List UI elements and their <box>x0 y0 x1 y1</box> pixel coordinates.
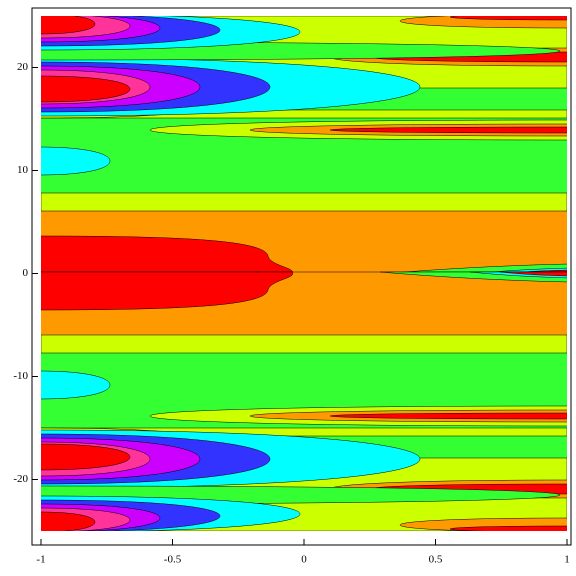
plot-frame <box>31 7 572 546</box>
contour-region <box>41 271 294 311</box>
contour-region <box>41 75 131 103</box>
y-tick-label: 0 <box>23 267 29 279</box>
contour-upper <box>41 16 567 275</box>
contour-lower <box>41 271 567 531</box>
contour-region <box>41 370 111 400</box>
y-tick-label: -20 <box>13 473 28 485</box>
y-tick-label: -10 <box>13 370 28 382</box>
axes: -20 -10 0 10 20 -1 -0.5 0 0.5 1 <box>13 61 569 566</box>
contour-field <box>41 16 567 531</box>
contour-region <box>329 412 567 420</box>
x-tick-label: -1 <box>36 554 45 566</box>
y-tick-label: 10 <box>17 164 29 176</box>
contour-region <box>449 16 567 21</box>
contour-region <box>329 126 567 134</box>
x-tick-label: 1 <box>564 554 570 566</box>
x-tick-label: -0.5 <box>164 554 182 566</box>
contour-region <box>41 443 131 471</box>
contour-region <box>41 16 96 35</box>
x-tick-label: 0 <box>301 554 307 566</box>
y-tick-label: 20 <box>17 61 29 73</box>
x-tick-label: 0.5 <box>429 554 443 566</box>
contour-region <box>449 525 567 531</box>
contour-region <box>499 271 567 277</box>
contour-region <box>41 511 96 531</box>
contour-region <box>41 235 294 275</box>
contour-region <box>41 146 111 176</box>
